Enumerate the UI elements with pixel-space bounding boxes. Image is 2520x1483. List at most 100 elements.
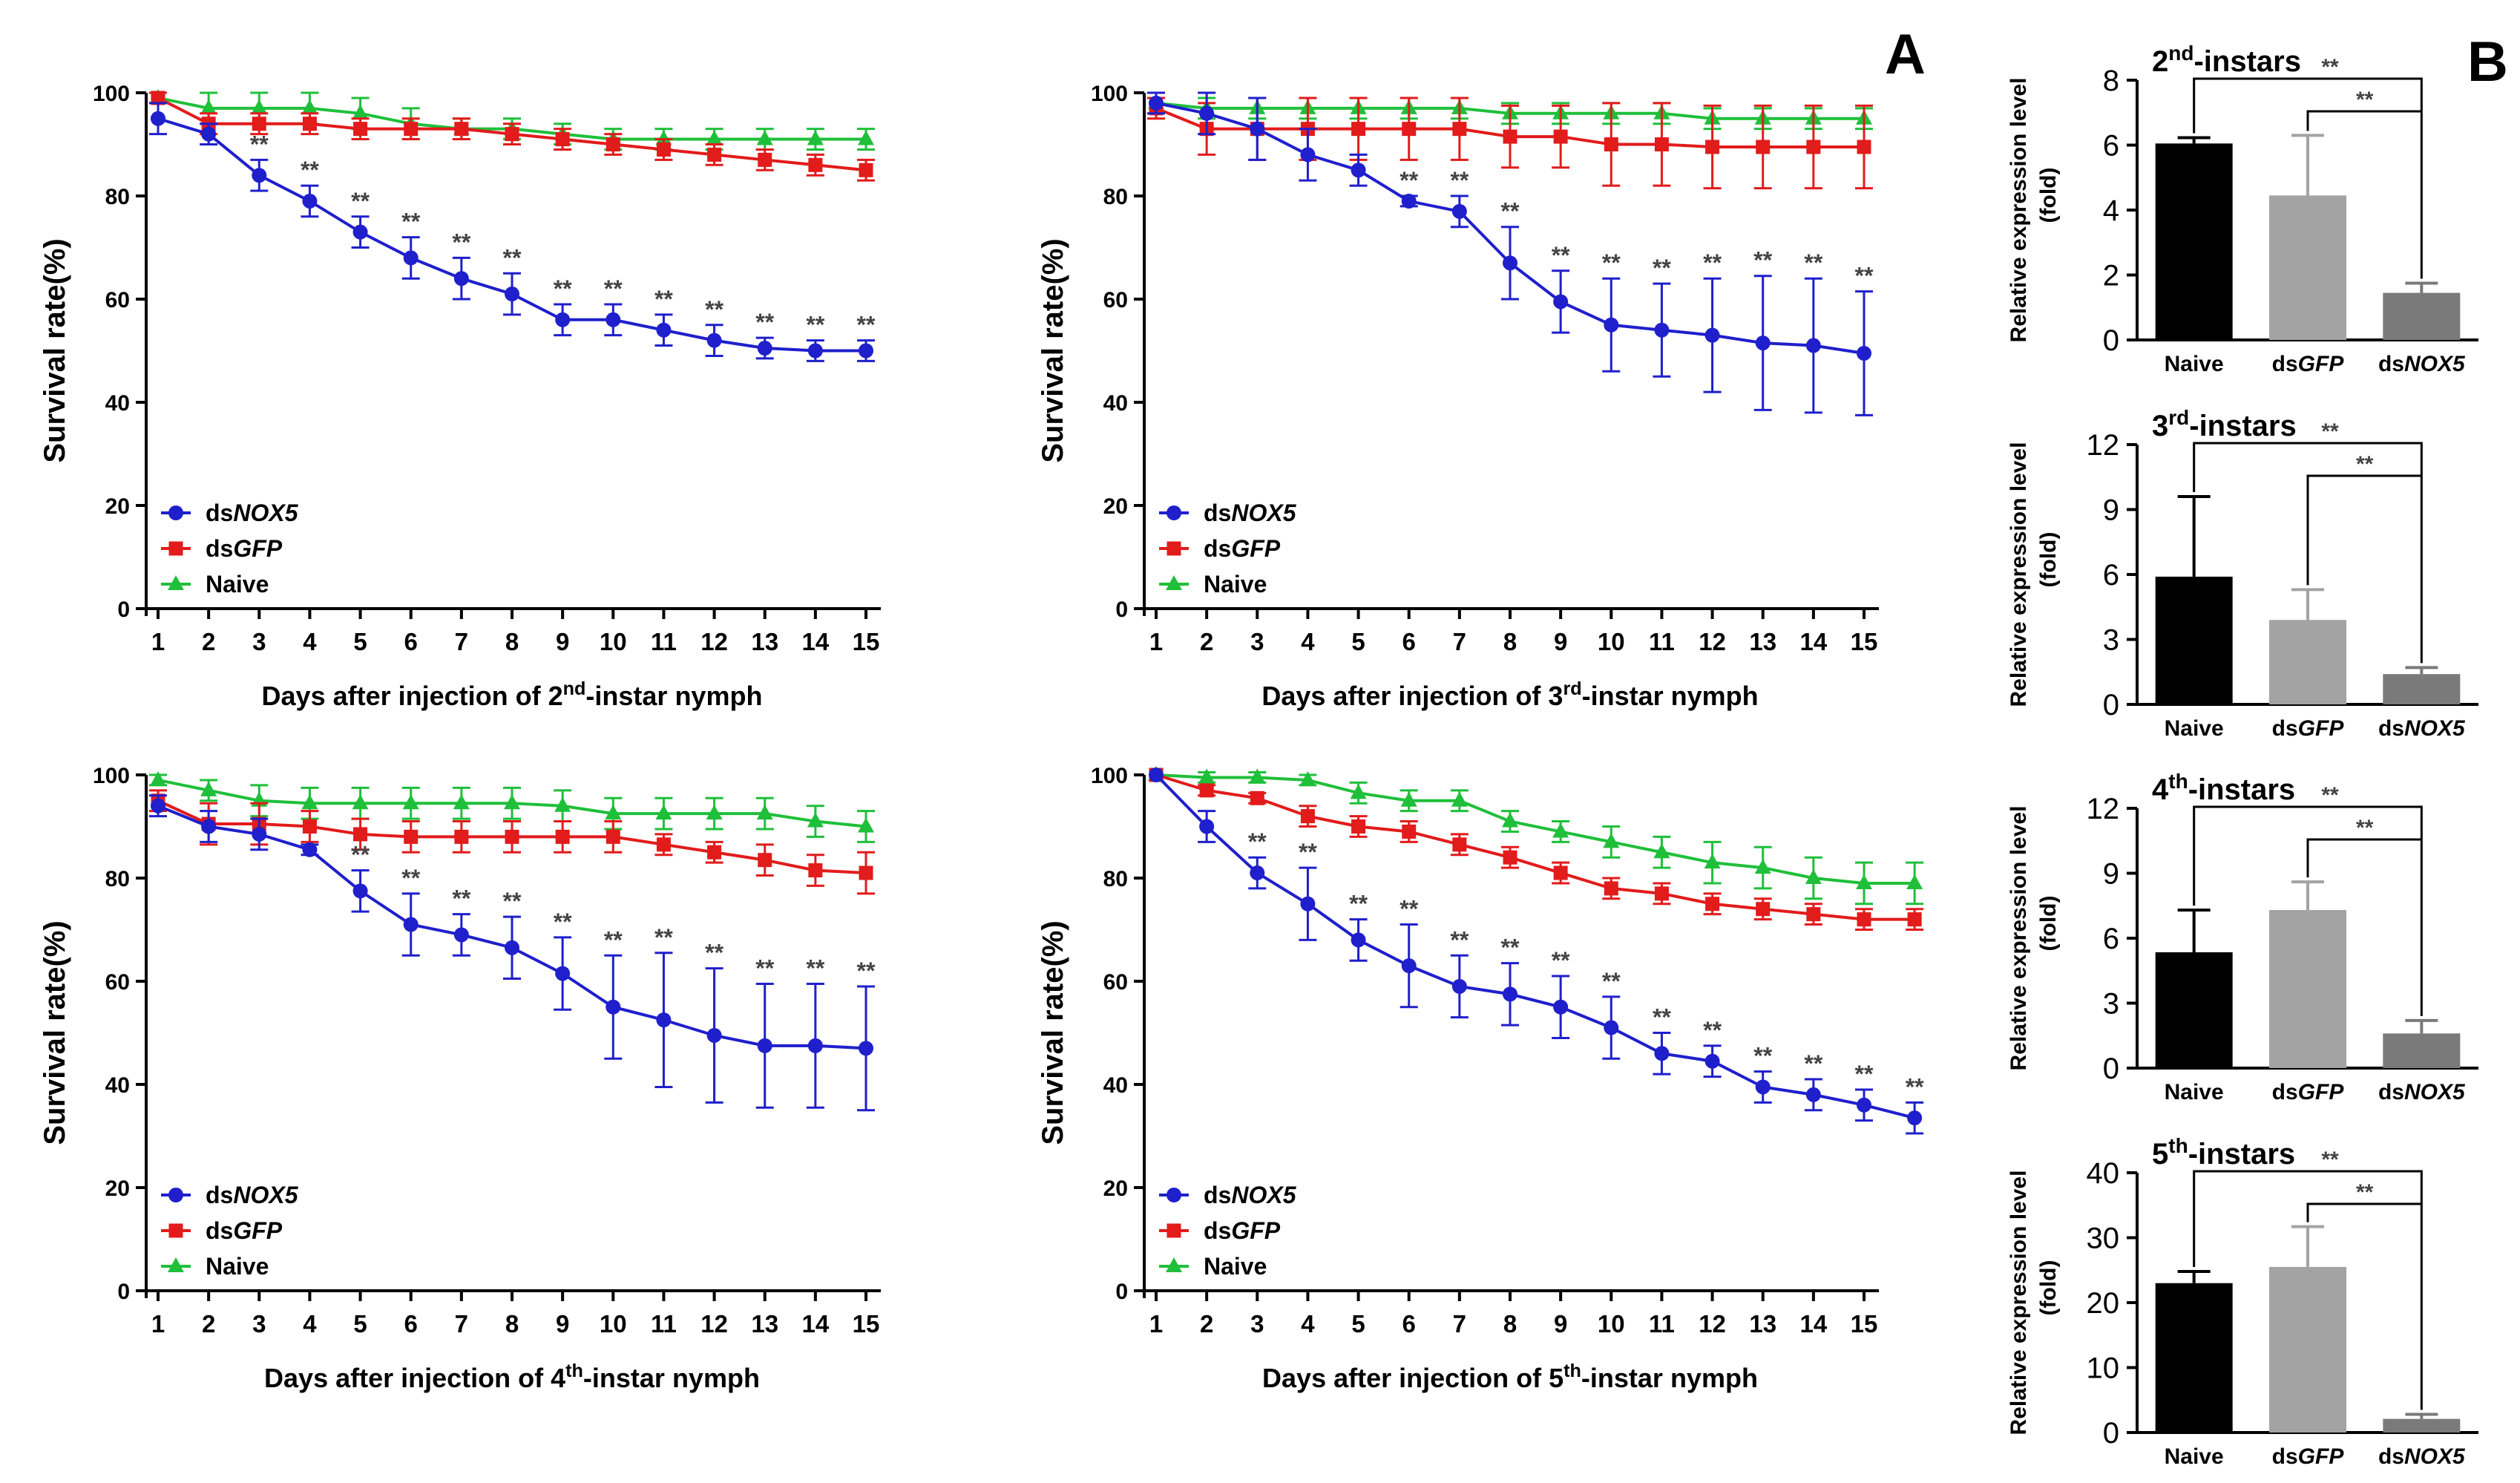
significance-bracket bbox=[2193, 77, 2423, 279]
x-tick-label: 3 bbox=[252, 1310, 266, 1338]
significance-mark: ** bbox=[1855, 263, 1874, 289]
data-point-dsNOX5 bbox=[1857, 345, 1871, 361]
data-point-dsGFP bbox=[1351, 122, 1366, 137]
data-point-Naive bbox=[807, 130, 824, 145]
y-axis-label: Relative expression level bbox=[2007, 1171, 2031, 1435]
significance-mark: ** bbox=[705, 940, 723, 966]
legend-item-dsNOX5: dsNOX5 bbox=[1159, 1182, 1297, 1208]
data-point-Naive bbox=[1704, 854, 1721, 869]
significance-mark: ** bbox=[1753, 1043, 1772, 1070]
data-point-dsNOX5 bbox=[1351, 163, 1366, 178]
data-point-dsGFP bbox=[707, 845, 722, 860]
data-point-dsNOX5 bbox=[859, 1041, 873, 1056]
data-point-dsGFP bbox=[302, 819, 317, 834]
data-point-dsNOX5 bbox=[1654, 1046, 1670, 1061]
data-point-dsGFP bbox=[808, 157, 823, 172]
data-point-dsNOX5 bbox=[453, 927, 469, 943]
y-tick-label: 20 bbox=[105, 1176, 130, 1201]
x-tick-label: 2 bbox=[202, 628, 215, 655]
y-tick-label: 3 bbox=[2103, 988, 2119, 1021]
legend-label-part: GFP bbox=[1231, 535, 1280, 562]
legend-label-part: NOX5 bbox=[233, 500, 298, 526]
significance-mark: ** bbox=[1906, 1073, 1924, 1100]
x-tick-label: 9 bbox=[1554, 628, 1567, 655]
y-axis-label-unit: (fold) bbox=[2036, 1260, 2061, 1316]
x-axis-label: Days after injection of 4th-instar nymph bbox=[264, 1361, 760, 1393]
significance-mark: ** bbox=[1653, 1004, 1671, 1031]
y-axis-label: Relative expression level bbox=[2007, 442, 2031, 707]
legend-label-part: Naive bbox=[1204, 1253, 1267, 1280]
data-point-dsNOX5 bbox=[1300, 896, 1316, 911]
bar bbox=[2155, 576, 2233, 704]
data-point-dsGFP bbox=[1250, 790, 1264, 805]
significance-mark: ** bbox=[2321, 55, 2339, 79]
x-tick-label: 11 bbox=[1649, 1310, 1675, 1338]
data-point-dsNOX5 bbox=[555, 966, 571, 981]
data-point-Naive bbox=[655, 805, 672, 820]
significance-mark: ** bbox=[1450, 167, 1469, 194]
x-tick-label-part: ds bbox=[2378, 716, 2404, 741]
legend-label: Naive bbox=[206, 571, 269, 598]
y-tick-label: 12 bbox=[2087, 793, 2120, 825]
chart-title-part: 5 bbox=[2152, 1138, 2168, 1171]
y-tick-label: 0 bbox=[1115, 1280, 1128, 1304]
data-point-dsNOX5 bbox=[252, 168, 267, 183]
chart-title: 5th-instars bbox=[2152, 1134, 2295, 1171]
data-point-dsGFP bbox=[1756, 140, 1771, 154]
data-point-dsNOX5 bbox=[1805, 338, 1821, 353]
significance-bracket bbox=[2306, 474, 2422, 586]
significance-bracket bbox=[2306, 1202, 2422, 1222]
data-point-dsNOX5 bbox=[1451, 978, 1467, 994]
data-point-Naive bbox=[1754, 859, 1771, 874]
legend-marker bbox=[1167, 541, 1181, 556]
x-axis-label-part: nd bbox=[563, 678, 586, 699]
data-point-Naive bbox=[858, 130, 874, 145]
chart-title: 4th-instars bbox=[2152, 770, 2295, 807]
data-point-dsNOX5 bbox=[1755, 335, 1771, 351]
legend-marker bbox=[1166, 1257, 1182, 1272]
legend-marker bbox=[1167, 1223, 1181, 1238]
data-point-Naive bbox=[352, 104, 369, 120]
x-tick-label: 8 bbox=[505, 1310, 519, 1338]
significance-mark: ** bbox=[301, 157, 319, 183]
y-tick-label: 30 bbox=[2087, 1222, 2120, 1255]
significance-mark: ** bbox=[1753, 247, 1772, 274]
x-tick-label: Naive bbox=[2165, 1080, 2224, 1104]
x-tick-label: 5 bbox=[353, 628, 367, 655]
data-point-dsNOX5 bbox=[505, 287, 519, 302]
chart-title-part: rd bbox=[2168, 406, 2189, 429]
y-tick-label: 40 bbox=[2087, 1157, 2120, 1190]
bar bbox=[2155, 143, 2233, 340]
significance-mark: ** bbox=[2356, 452, 2374, 477]
x-tick-label: Naive bbox=[2165, 1444, 2224, 1469]
x-tick-label: 6 bbox=[404, 628, 418, 655]
x-tick-label-part: ds bbox=[2378, 1080, 2404, 1104]
panel-label-a: A bbox=[1885, 23, 1926, 86]
significance-mark: ** bbox=[1248, 828, 1267, 855]
series-line-dsNOX5 bbox=[1155, 773, 1915, 1120]
bar-chart-expr-5th: 0 10 20 30 40 Relative expression level (fold)… bbox=[2007, 1134, 2478, 1469]
bar-chart-expr-4th: 0 3 6 9 12 Relative expression level (fold) Nai… bbox=[2007, 770, 2478, 1104]
data-point-dsNOX5 bbox=[1351, 932, 1366, 948]
significance-mark: ** bbox=[1703, 249, 1722, 276]
data-point-Naive bbox=[1502, 812, 1518, 828]
chart-title-part: th bbox=[2168, 770, 2188, 793]
x-tick-label: 5 bbox=[353, 1310, 367, 1338]
x-tick-label: Naive bbox=[2165, 716, 2224, 741]
x-tick-label-part: NOX5 bbox=[2404, 1444, 2466, 1469]
x-tick-label: 12 bbox=[700, 1310, 728, 1338]
y-tick-label: 0 bbox=[2103, 1417, 2119, 1450]
series-dsNOX5 bbox=[1147, 91, 1873, 416]
x-tick-label: 2 bbox=[202, 1310, 215, 1338]
significance-bracket bbox=[2193, 805, 2423, 1016]
x-tick-label-part: Naive bbox=[2165, 1080, 2224, 1104]
x-tick-label: 15 bbox=[853, 628, 880, 655]
data-point-dsNOX5 bbox=[1451, 203, 1467, 219]
significance-mark: ** bbox=[351, 188, 370, 215]
significance-mark: ** bbox=[401, 865, 420, 891]
legend-item-dsGFP: dsGFP bbox=[1159, 535, 1281, 562]
y-tick-label: 60 bbox=[1103, 970, 1128, 995]
y-tick-label: 0 bbox=[1115, 598, 1128, 622]
bar bbox=[2269, 620, 2346, 704]
